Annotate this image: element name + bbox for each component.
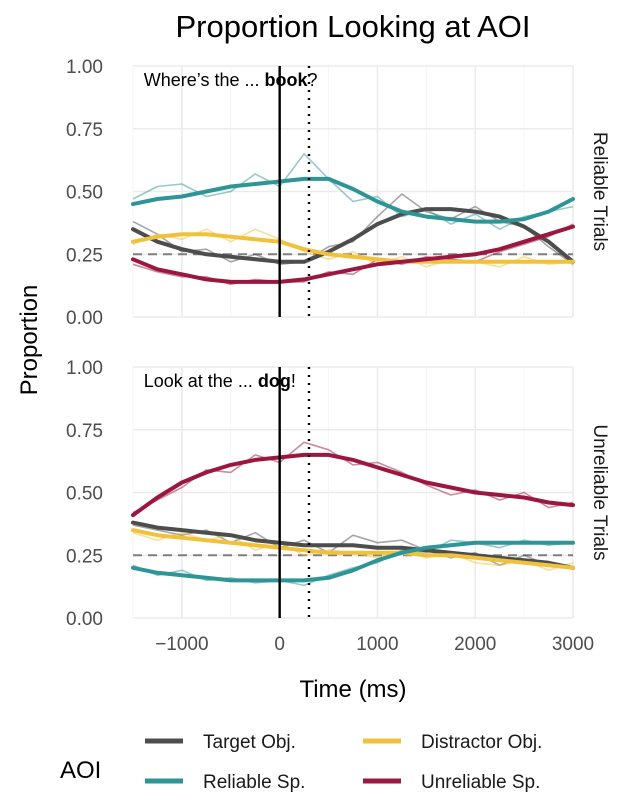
annotation-punct: ? <box>307 70 317 90</box>
panel-annotation: Look at the ... dog! <box>144 371 296 391</box>
annotation-text: Where’s the ... <box>144 70 265 90</box>
smooth-line <box>131 528 575 570</box>
panels: 0.00 0.25 0.50 0.75 1.00 Where’s the ... book… <box>66 57 610 655</box>
legend-item: Target Obj. <box>145 732 296 753</box>
panel-annotation: Where’s the ... book? <box>144 70 318 90</box>
legend-label: Distractor Obj. <box>421 732 542 753</box>
y-tick-label: 0.25 <box>66 546 103 567</box>
x-tick-label: −1000 <box>155 634 208 655</box>
x-tick-label: 0 <box>274 634 285 655</box>
raw-line <box>132 223 574 286</box>
y-tick-label: 0.75 <box>66 120 103 141</box>
annotation-keyword: book <box>264 70 308 90</box>
y-tick-label: 0.25 <box>66 245 103 266</box>
panel-grid <box>132 366 574 619</box>
y-axis-label: Proportion <box>16 285 43 396</box>
panel-1: 0.00 0.25 0.50 0.75 1.00 Where’s the ... book… <box>66 57 610 329</box>
smooth-line <box>131 540 575 583</box>
smooth-line <box>131 224 575 284</box>
legend-item: Reliable Sp. <box>145 772 305 793</box>
smooth-line <box>131 520 575 570</box>
y-tick-label: 0.75 <box>66 421 103 442</box>
smooth-line <box>131 452 575 518</box>
chart-title: Proportion Looking at AOI <box>175 9 530 44</box>
raw-line <box>132 539 574 587</box>
legend-label: Target Obj. <box>203 732 296 753</box>
y-tick-label: 1.00 <box>66 57 103 78</box>
y-tick-label: 0.00 <box>66 308 103 329</box>
x-axis-label: Time (ms) <box>299 676 406 703</box>
y-tick-label: 0.00 <box>66 609 103 630</box>
raw-line <box>132 153 574 230</box>
annotation-keyword: dog <box>258 371 291 391</box>
annotation-text: Look at the ... <box>144 371 258 391</box>
legend-title: AOI <box>60 757 101 784</box>
x-tick-label: 2000 <box>454 634 496 655</box>
smooth-line <box>131 176 575 224</box>
raw-line <box>132 441 574 514</box>
strip-label: Unreliable Trials <box>589 424 610 560</box>
strip-label: Reliable Trials <box>589 132 610 251</box>
y-tick-label: 0.50 <box>66 183 103 204</box>
y-tick-label: 0.50 <box>66 484 103 505</box>
legend-item: Distractor Obj. <box>363 732 542 753</box>
annotation-punct: ! <box>291 371 296 391</box>
x-tick-label: 3000 <box>552 634 594 655</box>
smooth-line <box>131 207 575 264</box>
legend-label: Unreliable Sp. <box>421 772 540 793</box>
legend: AOI Target Obj. Distractor Obj. Reliable Sp… <box>60 732 542 793</box>
legend-label: Reliable Sp. <box>203 772 305 793</box>
smooth-line <box>131 232 575 264</box>
x-tick-label: 1000 <box>356 634 398 655</box>
panel-2: 0.00 0.25 0.50 0.75 1.00 Look at the ... dog!… <box>66 358 610 630</box>
raw-line <box>132 228 574 268</box>
y-tick-label: 1.00 <box>66 358 103 379</box>
legend-item: Unreliable Sp. <box>363 772 540 793</box>
